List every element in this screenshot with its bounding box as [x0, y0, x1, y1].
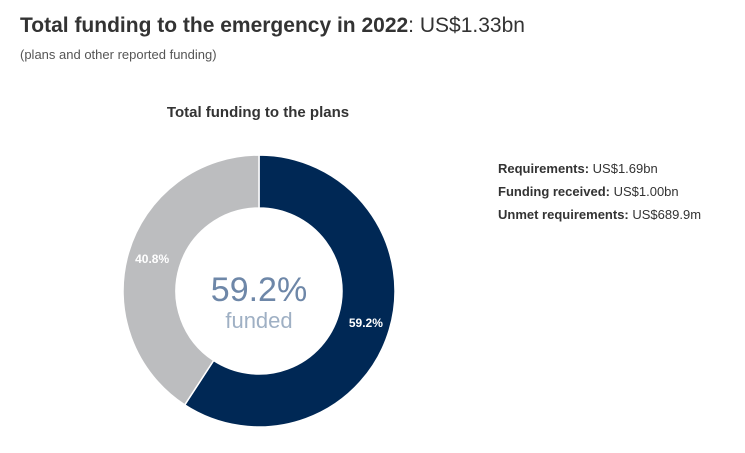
center-value: 59.2% — [211, 271, 307, 309]
page-subtitle: (plans and other reported funding) — [20, 47, 217, 62]
summary-key: Requirements: — [498, 161, 590, 176]
donut-slice-0 — [183, 154, 396, 428]
summary-key: Unmet requirements: — [498, 207, 629, 222]
summary-row-funding-received: Funding received: US$1.00bn — [498, 183, 701, 206]
page-title: Total funding to the emergency in 2022: … — [20, 12, 525, 40]
summary-row-requirements: Requirements: US$1.69bn — [498, 160, 701, 183]
chart-title: Total funding to the plans — [166, 104, 350, 121]
center-label: funded — [225, 308, 292, 333]
summary-row-unmet-requirements: Unmet requirements: US$689.9m — [498, 206, 701, 229]
page-title-separator: : — [408, 14, 415, 37]
slice-label-1: 40.8% — [135, 252, 169, 266]
page-title-text: Total funding to the emergency in 2022 — [20, 14, 409, 37]
funding-summary: Requirements: US$1.69bn Funding received… — [498, 160, 701, 229]
summary-value: US$1.00bn — [613, 184, 679, 199]
summary-value: US$689.9m — [632, 207, 702, 222]
page-header: Total funding to the emergency in 2022: … — [20, 12, 525, 62]
summary-value: US$1.69bn — [592, 161, 658, 176]
slice-label-0: 59.2% — [349, 316, 383, 330]
donut-slice-1 — [122, 154, 260, 406]
summary-key: Funding received: — [498, 184, 610, 199]
page-title-value: US$1.33bn — [419, 14, 525, 37]
